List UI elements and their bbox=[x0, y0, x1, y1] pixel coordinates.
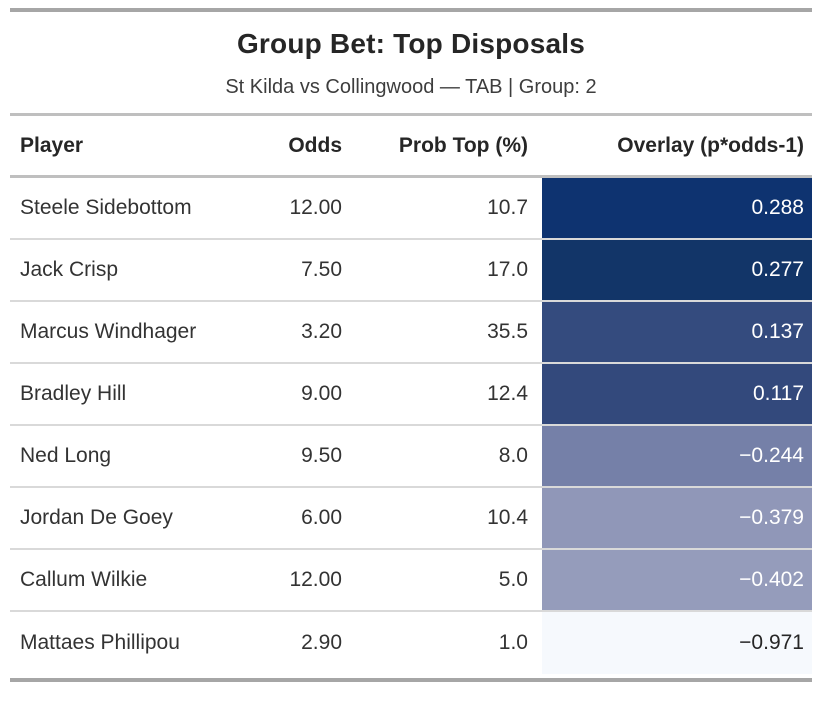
overlay-value: −0.244 bbox=[542, 426, 812, 486]
player-name: Steele Sidebottom bbox=[20, 196, 192, 219]
odds-value: 9.50 bbox=[301, 444, 342, 467]
table-row: Ned Long 9.50 8.0 −0.244 bbox=[10, 426, 812, 488]
table-row: Steele Sidebottom 12.00 10.7 0.288 bbox=[10, 178, 812, 240]
table-row: Jack Crisp 7.50 17.0 0.277 bbox=[10, 240, 812, 302]
bottom-divider bbox=[10, 678, 812, 682]
overlay-value: 0.277 bbox=[542, 240, 812, 300]
odds-value: 12.00 bbox=[289, 196, 342, 219]
page-subtitle: St Kilda vs Collingwood — TAB | Group: 2 bbox=[225, 76, 597, 98]
table-row: Bradley Hill 9.00 12.4 0.117 bbox=[10, 364, 812, 426]
column-header-player: Player bbox=[20, 133, 84, 157]
odds-value: 3.20 bbox=[301, 320, 342, 343]
table-row: Marcus Windhager 3.20 35.5 0.137 bbox=[10, 302, 812, 364]
prob-value: 1.0 bbox=[498, 631, 528, 654]
overlay-value: 0.117 bbox=[542, 364, 812, 424]
table-row: Mattaes Phillipou 2.90 1.0 −0.971 bbox=[10, 612, 812, 674]
player-name: Ned Long bbox=[20, 444, 112, 467]
prob-value: 12.4 bbox=[487, 382, 528, 405]
overlay-value: −0.971 bbox=[542, 612, 812, 674]
table-body: Steele Sidebottom 12.00 10.7 0.288 Jack … bbox=[0, 178, 822, 674]
overlay-value: 0.288 bbox=[542, 178, 812, 238]
player-name: Marcus Windhager bbox=[20, 320, 197, 343]
odds-value: 12.00 bbox=[289, 568, 342, 591]
table-header-row: Player Odds Prob Top (%) Overlay (p*odds… bbox=[10, 116, 812, 175]
overlay-value: 0.137 bbox=[542, 302, 812, 362]
prob-value: 35.5 bbox=[487, 320, 528, 343]
overlay-value: −0.379 bbox=[542, 488, 812, 548]
table-row: Jordan De Goey 6.00 10.4 −0.379 bbox=[10, 488, 812, 550]
odds-value: 6.00 bbox=[301, 506, 342, 529]
odds-value: 2.90 bbox=[301, 631, 342, 654]
prob-value: 5.0 bbox=[498, 568, 528, 591]
column-header-overlay: Overlay (p*odds-1) bbox=[617, 133, 804, 157]
page-title: Group Bet: Top Disposals bbox=[236, 28, 586, 59]
overlay-value: −0.402 bbox=[542, 550, 812, 610]
subtitle-divider bbox=[10, 113, 812, 116]
player-name: Callum Wilkie bbox=[20, 568, 148, 591]
odds-value: 7.50 bbox=[301, 258, 342, 281]
table-row: Callum Wilkie 12.00 5.0 −0.402 bbox=[10, 550, 812, 612]
player-name: Jack Crisp bbox=[20, 258, 119, 281]
header-divider bbox=[10, 175, 812, 178]
player-name: Jordan De Goey bbox=[20, 506, 173, 529]
top-divider bbox=[10, 8, 812, 12]
prob-value: 10.7 bbox=[487, 196, 528, 219]
player-name: Bradley Hill bbox=[20, 382, 127, 405]
player-name: Mattaes Phillipou bbox=[20, 631, 180, 654]
column-header-prob: Prob Top (%) bbox=[398, 133, 528, 157]
odds-value: 9.00 bbox=[301, 382, 342, 405]
prob-value: 10.4 bbox=[487, 506, 528, 529]
prob-value: 17.0 bbox=[487, 258, 528, 281]
column-header-odds: Odds bbox=[288, 133, 342, 157]
prob-value: 8.0 bbox=[498, 444, 528, 467]
